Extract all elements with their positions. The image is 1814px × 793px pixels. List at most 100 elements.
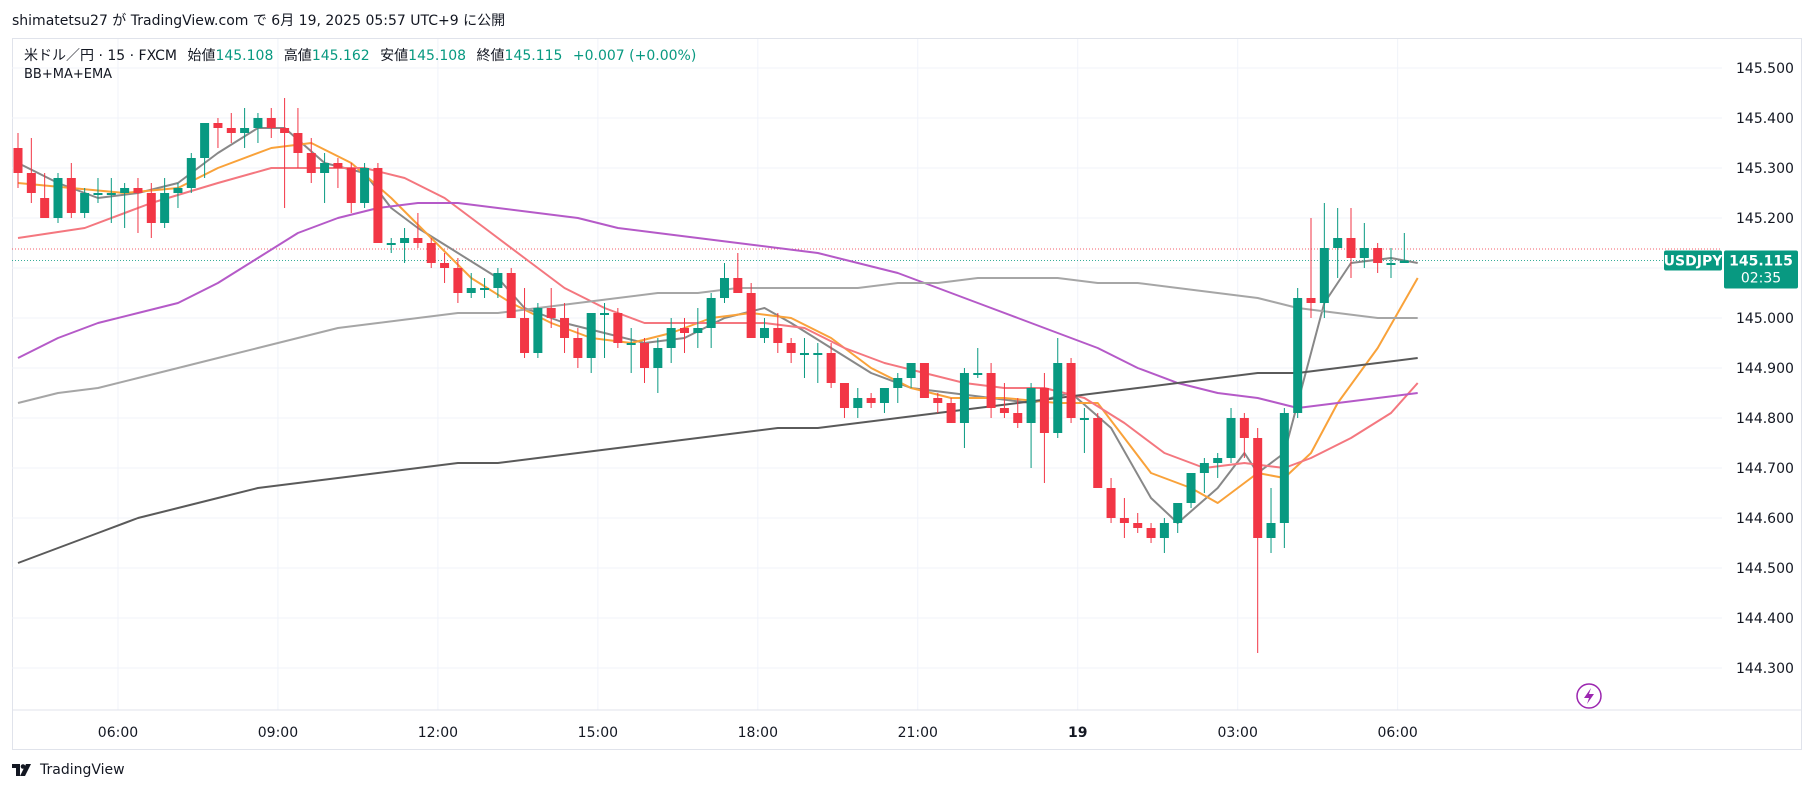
candle-body[interactable] [1306, 298, 1316, 303]
candle-body[interactable] [173, 188, 183, 193]
candle-body[interactable] [973, 373, 983, 375]
candle-body[interactable] [360, 168, 370, 203]
candle-body[interactable] [440, 263, 450, 268]
candle-body[interactable] [386, 243, 396, 245]
candle-body[interactable] [146, 193, 156, 223]
candle-body[interactable] [40, 198, 50, 218]
candle-body[interactable] [640, 343, 650, 368]
candle-body[interactable] [666, 328, 676, 348]
candle-body[interactable] [933, 398, 943, 403]
candle-body[interactable] [1199, 463, 1209, 473]
candle-body[interactable] [600, 313, 610, 315]
candle-body[interactable] [680, 328, 689, 333]
candle-body[interactable] [586, 313, 596, 358]
candle-body[interactable] [1173, 503, 1183, 523]
candle-body[interactable] [160, 193, 170, 223]
candle-body[interactable] [799, 353, 809, 355]
candle-body[interactable] [613, 313, 623, 343]
candle-body[interactable] [306, 153, 316, 173]
candle-body[interactable] [373, 168, 383, 243]
candle-body[interactable] [946, 403, 956, 423]
candle-body[interactable] [1319, 248, 1329, 303]
candle-body[interactable] [333, 163, 343, 168]
candle-body[interactable] [453, 268, 463, 293]
candle-body[interactable] [719, 278, 729, 298]
candle-body[interactable] [240, 128, 250, 133]
candle-body[interactable] [1359, 248, 1369, 258]
candle-body[interactable] [706, 298, 716, 328]
tradingview-footer[interactable]: TradingView [12, 762, 125, 778]
candle-body[interactable] [1333, 238, 1343, 248]
candle-body[interactable] [1293, 298, 1303, 413]
candle-body[interactable] [1239, 418, 1249, 438]
candle-body[interactable] [120, 188, 130, 193]
candle-body[interactable] [66, 178, 76, 213]
candle-body[interactable] [879, 388, 889, 403]
candle-body[interactable] [1119, 518, 1129, 523]
candle-body[interactable] [560, 318, 570, 338]
candle-body[interactable] [1253, 438, 1263, 538]
candle-body[interactable] [200, 123, 210, 158]
candle-body[interactable] [293, 133, 303, 153]
candle-body[interactable] [346, 168, 356, 203]
candle-body[interactable] [1106, 488, 1116, 518]
candle-body[interactable] [1039, 388, 1049, 433]
candle-body[interactable] [919, 363, 929, 398]
candle-body[interactable] [253, 118, 263, 128]
candle-body[interactable] [1026, 388, 1036, 423]
candle-body[interactable] [546, 308, 556, 318]
candle-body[interactable] [93, 193, 103, 195]
candle-body[interactable] [226, 128, 236, 133]
candle-body[interactable] [133, 188, 143, 193]
candle-body[interactable] [1159, 523, 1169, 538]
candle-body[interactable] [626, 343, 636, 345]
candle-body[interactable] [733, 278, 743, 293]
candle-body[interactable] [520, 318, 530, 353]
candle-body[interactable] [400, 238, 410, 243]
candle-body[interactable] [1066, 363, 1076, 418]
candle-body[interactable] [826, 353, 836, 383]
candle-body[interactable] [1279, 413, 1289, 523]
candle-body[interactable] [1146, 528, 1156, 538]
candle-body[interactable] [893, 378, 903, 388]
symbol-tag[interactable] [1664, 250, 1722, 271]
candle-body[interactable] [480, 288, 490, 290]
candle-body[interactable] [653, 348, 663, 368]
symbol-name[interactable]: 米ドル／円 · 15 · FXCM [24, 48, 177, 64]
candle-body[interactable] [53, 178, 63, 218]
candle-body[interactable] [533, 308, 543, 353]
candle-body[interactable] [866, 398, 876, 403]
candle-body[interactable] [906, 363, 916, 378]
candle-body[interactable] [573, 338, 583, 358]
candle-body[interactable] [1213, 458, 1223, 463]
candle-body[interactable] [506, 273, 516, 318]
candle-body[interactable] [80, 193, 90, 213]
candle-body[interactable] [106, 193, 116, 195]
candle-body[interactable] [1373, 248, 1383, 263]
candle-body[interactable] [413, 238, 423, 243]
candle-body[interactable] [1053, 363, 1063, 433]
candle-body[interactable] [320, 163, 330, 173]
candle-body[interactable] [1266, 523, 1276, 538]
candle-body[interactable] [959, 373, 969, 423]
candle-body[interactable] [26, 173, 36, 193]
candle-body[interactable] [13, 148, 23, 173]
candle-body[interactable] [853, 398, 863, 408]
indicator-label[interactable]: BB+MA+EMA [24, 67, 113, 82]
candle-body[interactable] [426, 243, 436, 263]
candle-body[interactable] [1079, 418, 1089, 420]
candle-body[interactable] [266, 118, 276, 128]
candle-body[interactable] [466, 288, 476, 293]
candle-body[interactable] [1133, 523, 1143, 528]
candle-body[interactable] [1186, 473, 1196, 503]
candle-body[interactable] [693, 328, 703, 333]
candle-body[interactable] [1346, 238, 1356, 258]
candle-body[interactable] [1399, 260, 1409, 264]
candle-body[interactable] [1386, 263, 1396, 265]
candle-body[interactable] [839, 383, 849, 408]
lightning-icon[interactable] [1576, 683, 1602, 709]
candle-body[interactable] [986, 373, 996, 408]
candle-body[interactable] [213, 123, 223, 128]
candle-body[interactable] [493, 273, 503, 288]
